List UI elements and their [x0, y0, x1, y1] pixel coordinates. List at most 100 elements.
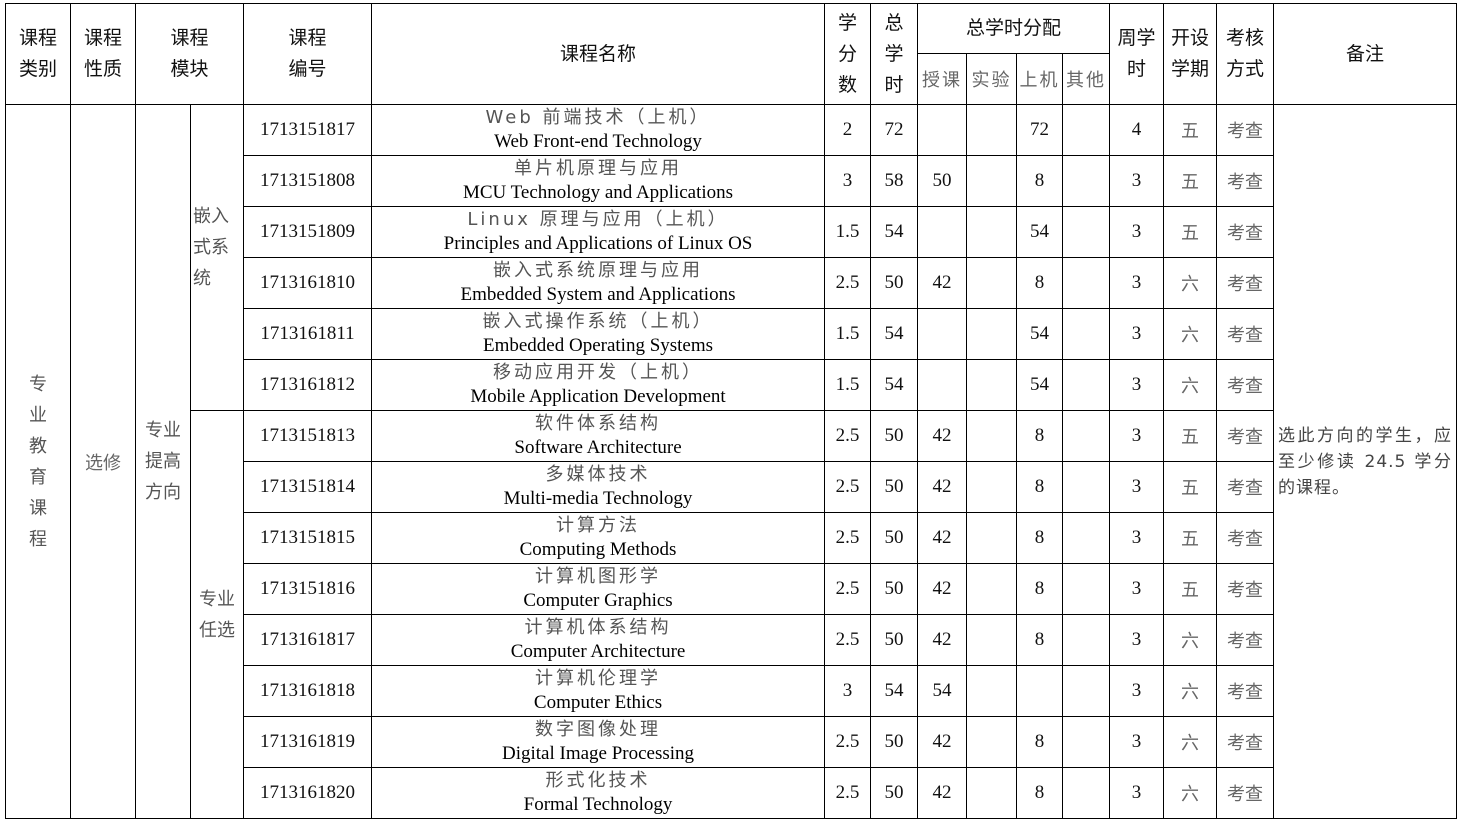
credits-cell: 2.5	[824, 563, 872, 615]
lecture-cell: 42	[917, 410, 968, 462]
credits-cell: 2.5	[824, 410, 872, 462]
assessment-cell: 考查	[1216, 308, 1275, 360]
other-cell	[1062, 767, 1111, 819]
assessment-cell: 考查	[1216, 461, 1275, 513]
other-cell	[1062, 410, 1111, 462]
course-name: Web 前端技术（上机） Web Front-end Technology	[371, 104, 826, 156]
total-cell: 50	[870, 767, 919, 819]
exp-cell	[966, 767, 1018, 819]
other-cell	[1062, 614, 1111, 666]
header-module: 课程模块	[134, 3, 245, 105]
exp-cell	[966, 716, 1018, 768]
other-cell	[1062, 257, 1111, 309]
course-code: 1713161818	[243, 665, 373, 717]
semester-cell: 六	[1163, 716, 1218, 768]
table-row: 1713161818 计算机伦理学 Computer Ethics 3 54 54 3 六考查	[6, 665, 1457, 717]
other-cell	[1062, 665, 1111, 717]
credits-cell: 2.5	[824, 767, 872, 819]
header-total-hours: 总学时	[870, 3, 919, 105]
weekly-cell: 3	[1109, 206, 1165, 258]
comp-cell: 8	[1016, 155, 1064, 207]
lecture-cell: 42	[917, 461, 968, 513]
weekly-cell: 3	[1109, 614, 1165, 666]
course-name-cn: 计算机图形学	[535, 566, 662, 587]
credits-cell: 2.5	[824, 257, 872, 309]
table-row: 专业教育课程 选修 专业提高方向 嵌入式系统 1713151817 Web 前端技术（上机…	[5, 104, 1458, 819]
other-cell	[1062, 359, 1111, 411]
lecture-cell: 50	[917, 155, 968, 207]
header-credits: 学分数	[824, 3, 872, 105]
course-code: 1713151809	[243, 206, 373, 258]
semester-cell: 五	[1163, 563, 1218, 615]
course-code: 1713151817	[243, 104, 373, 156]
nature-cell: 选修	[70, 104, 136, 819]
weekly-cell: 3	[1109, 461, 1165, 513]
total-cell: 54	[870, 359, 919, 411]
comp-cell: 54	[1016, 206, 1064, 258]
lecture-cell	[917, 206, 968, 258]
table-row: 1713161811 嵌入式操作系统（上机） Embedded Operating …	[6, 308, 1457, 360]
exp-cell	[966, 410, 1018, 462]
lecture-cell: 42	[917, 716, 968, 768]
assessment-cell: 考查	[1216, 563, 1275, 615]
course-name-cn: Linux 原理与应用（上机）	[467, 209, 729, 230]
total-cell: 50	[870, 563, 919, 615]
course-name: 计算机体系结构 Computer Architecture	[371, 614, 826, 666]
assessment-cell: 考查	[1216, 206, 1275, 258]
exp-cell	[966, 665, 1018, 717]
course-name-cn: 嵌入式操作系统（上机）	[482, 311, 714, 332]
header-weekly-hours: 周学时	[1109, 3, 1165, 105]
assessment-cell: 考查	[1216, 767, 1275, 819]
course-name-cn: 软件体系结构	[535, 413, 662, 434]
comp-cell: 8	[1016, 410, 1064, 462]
weekly-cell: 3	[1109, 257, 1165, 309]
course-name-en: Multi-media Technology	[503, 488, 693, 509]
course-name-cn: 计算机伦理学	[535, 668, 662, 689]
semester-cell: 五	[1163, 104, 1218, 156]
course-name: 计算机伦理学 Computer Ethics	[371, 665, 826, 717]
header-name: 课程名称	[371, 3, 826, 105]
submodule-cell: 嵌入式系统	[189, 104, 245, 411]
course-name-en: Web Front-end Technology	[494, 131, 702, 152]
exp-cell	[966, 308, 1018, 360]
header-nature: 课程性质	[70, 3, 136, 105]
exp-cell	[966, 614, 1018, 666]
course-name: 数字图像处理 Digital Image Processing	[371, 716, 826, 768]
course-name-cn: 移动应用开发（上机）	[493, 362, 704, 383]
course-name-cn: 多媒体技术	[545, 464, 651, 485]
other-cell	[1062, 563, 1111, 615]
lecture-cell: 54	[917, 665, 968, 717]
header-remarks: 备注	[1273, 3, 1458, 105]
course-name-en: MCU Technology and Applications	[462, 182, 734, 203]
semester-cell: 六	[1163, 257, 1218, 309]
credits-cell: 2	[824, 104, 872, 156]
assessment-cell: 考查	[1216, 665, 1275, 717]
course-name: 单片机原理与应用 MCU Technology and Applications	[371, 155, 826, 207]
credits-cell: 2.5	[824, 614, 872, 666]
course-name-en: Computer Ethics	[533, 692, 663, 713]
assessment-cell: 考查	[1216, 614, 1275, 666]
table-row: 1713151809 Linux 原理与应用（上机） Principles and …	[6, 206, 1457, 258]
exp-cell	[966, 104, 1018, 156]
course-name-cn: 形式化技术	[545, 770, 651, 791]
course-table: 课程类别 课程性质 课程模块 课程编号 课程名称 学分数 总学时 总学时分配 周…	[5, 3, 1458, 819]
header-other: 其他	[1062, 53, 1111, 105]
lecture-cell: 42	[917, 563, 968, 615]
comp-cell: 54	[1016, 359, 1064, 411]
header-distribution: 总学时分配	[917, 3, 1111, 54]
course-name-en: Embedded System and Applications	[460, 284, 736, 305]
weekly-cell: 3	[1109, 665, 1165, 717]
total-cell: 54	[870, 665, 919, 717]
course-name: 计算方法 Computing Methods	[371, 512, 826, 564]
course-name-en: Computing Methods	[519, 539, 677, 560]
course-name-en: Software Architecture	[514, 437, 682, 458]
course-name-cn: 嵌入式系统原理与应用	[493, 260, 704, 281]
exp-cell	[966, 257, 1018, 309]
header-code: 课程编号	[243, 3, 373, 105]
lecture-cell: 42	[917, 512, 968, 564]
semester-cell: 六	[1163, 665, 1218, 717]
lecture-cell	[917, 359, 968, 411]
semester-cell: 五	[1163, 206, 1218, 258]
table-row: 1713161817 计算机体系结构 Computer Architecture 2.…	[6, 614, 1457, 666]
credits-cell: 1.5	[824, 206, 872, 258]
